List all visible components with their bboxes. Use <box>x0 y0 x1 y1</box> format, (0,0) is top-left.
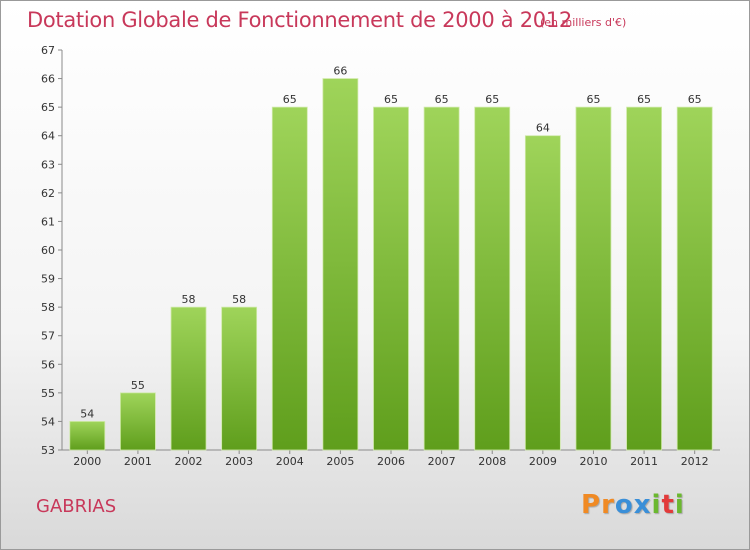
y-tick-label: 59 <box>41 273 55 286</box>
commune-name: GABRIAS <box>36 496 117 517</box>
chart-title: Dotation Globale de Fonctionnement de 20… <box>27 8 572 32</box>
logo-letter: P <box>581 490 602 520</box>
x-tick-label-2001: 2001 <box>124 455 152 468</box>
logo-letter: i <box>674 490 685 520</box>
bar-2007 <box>423 106 460 451</box>
bar-2001 <box>120 392 156 451</box>
y-tick-label: 58 <box>41 301 55 314</box>
data-label-2007: 65 <box>435 93 449 106</box>
bar-2008 <box>474 106 511 451</box>
x-tick-label-2007: 2007 <box>428 455 456 468</box>
x-tick-label-2003: 2003 <box>225 455 253 468</box>
y-tick-label: 56 <box>41 358 55 371</box>
data-label-2000: 54 <box>80 407 94 420</box>
data-label-2003: 58 <box>232 293 246 306</box>
data-label-2006: 65 <box>384 93 398 106</box>
y-tick-label: 62 <box>41 187 55 200</box>
bar-2003 <box>221 306 258 451</box>
proxiti-logo: Proxiti <box>581 490 685 520</box>
data-label-2004: 65 <box>283 93 297 106</box>
logo-letter: o <box>614 490 634 520</box>
x-tick-label-2005: 2005 <box>326 455 354 468</box>
logo-letter: i <box>651 490 662 520</box>
x-tick-label-2009: 2009 <box>529 455 557 468</box>
bars: 54 55 58 58 65 66 65 65 65 64 65 65 65 <box>69 65 713 451</box>
x-tick-label-2002: 2002 <box>175 455 203 468</box>
y-tick-label: 67 <box>41 44 55 57</box>
y-tick-label: 66 <box>41 73 55 86</box>
x-tick-label-2010: 2010 <box>579 455 607 468</box>
x-tick-label-2004: 2004 <box>276 455 304 468</box>
bar-2011 <box>626 106 662 451</box>
y-tick-label: 55 <box>41 387 55 400</box>
y-tick-label: 63 <box>41 158 55 171</box>
data-label-2009: 64 <box>536 122 550 135</box>
y-tick-label: 64 <box>41 130 55 143</box>
x-tick-label-2011: 2011 <box>630 455 658 468</box>
data-label-2012: 65 <box>688 93 702 106</box>
x-tick-label-2006: 2006 <box>377 455 405 468</box>
data-label-2005: 66 <box>333 65 347 78</box>
bar-2009 <box>524 135 561 451</box>
logo-letter: x <box>633 490 652 520</box>
bar-2012 <box>676 106 713 451</box>
bar-2004 <box>271 106 308 451</box>
x-tick-label-2012: 2012 <box>681 455 709 468</box>
bar-2002 <box>170 306 207 451</box>
y-tick-label: 60 <box>41 244 55 257</box>
y-tick-label: 65 <box>41 101 55 114</box>
logo-letter: r <box>601 490 615 520</box>
x-tick-label-2000: 2000 <box>73 455 101 468</box>
data-label-2002: 58 <box>182 293 196 306</box>
x-tick-label-2008: 2008 <box>478 455 506 468</box>
bar-2005 <box>322 78 359 451</box>
data-label-2011: 65 <box>637 93 651 106</box>
bar-2006 <box>373 106 409 451</box>
data-label-2001: 55 <box>131 379 145 392</box>
y-tick-label: 61 <box>41 215 55 228</box>
unit-label: (en milliers d'€) <box>540 16 627 29</box>
y-tick-label: 57 <box>41 330 55 343</box>
logo-letter: t <box>661 490 675 520</box>
bar-2010 <box>575 106 612 451</box>
y-tick-label: 54 <box>41 415 55 428</box>
data-label-2010: 65 <box>586 93 600 106</box>
bar-2000 <box>69 421 106 451</box>
y-tick-label: 53 <box>41 444 55 457</box>
data-label-2008: 65 <box>485 93 499 106</box>
